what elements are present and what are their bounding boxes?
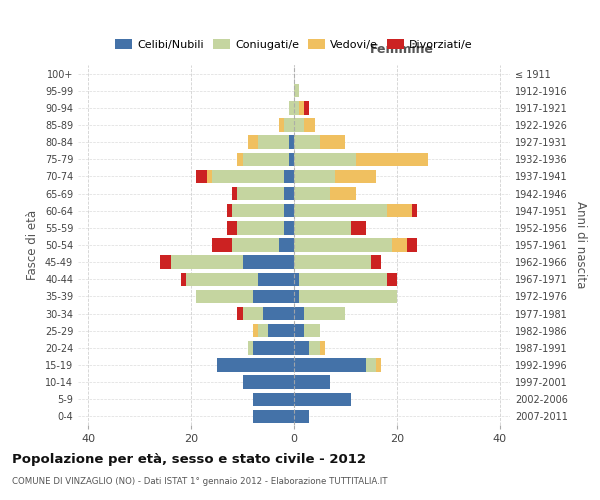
Bar xyxy=(330,187,356,200)
Legend: Celibi/Nubili, Coniugati/e, Vedovi/e, Divorziati/e: Celibi/Nubili, Coniugati/e, Vedovi/e, Di… xyxy=(111,34,477,54)
Bar xyxy=(299,101,304,114)
Bar xyxy=(294,170,335,183)
Bar xyxy=(253,392,294,406)
Bar xyxy=(294,204,386,218)
Bar xyxy=(284,221,294,234)
Bar xyxy=(238,221,284,234)
Bar xyxy=(232,204,284,218)
Bar xyxy=(294,238,392,252)
Bar xyxy=(407,238,418,252)
Bar xyxy=(356,152,428,166)
Bar xyxy=(160,256,170,269)
Bar xyxy=(294,272,299,286)
Bar xyxy=(227,221,238,234)
Bar xyxy=(248,341,253,354)
Bar xyxy=(371,256,382,269)
Bar xyxy=(253,290,294,303)
Bar xyxy=(392,238,407,252)
Bar xyxy=(320,341,325,354)
Bar xyxy=(299,290,397,303)
Bar xyxy=(294,136,320,149)
Y-axis label: Fasce di età: Fasce di età xyxy=(26,210,39,280)
Bar xyxy=(258,272,294,286)
Bar xyxy=(294,101,299,114)
Bar xyxy=(212,238,232,252)
Bar xyxy=(294,118,304,132)
Bar xyxy=(284,187,294,200)
Bar xyxy=(284,118,294,132)
Bar xyxy=(253,324,258,338)
Bar xyxy=(238,152,242,166)
Bar xyxy=(253,341,294,354)
Bar xyxy=(181,272,186,286)
Bar xyxy=(366,358,376,372)
Bar xyxy=(294,290,299,303)
Bar xyxy=(242,307,263,320)
Bar xyxy=(294,84,299,98)
Bar xyxy=(310,341,320,354)
Bar xyxy=(258,324,268,338)
Bar xyxy=(294,307,304,320)
Bar xyxy=(412,204,418,218)
Bar xyxy=(294,392,350,406)
Bar xyxy=(376,358,382,372)
Bar xyxy=(242,256,294,269)
Bar xyxy=(196,170,206,183)
Bar xyxy=(232,187,238,200)
Bar xyxy=(294,221,350,234)
Bar xyxy=(294,376,330,389)
Bar xyxy=(294,358,366,372)
Bar xyxy=(335,170,376,183)
Bar xyxy=(304,307,346,320)
Text: COMUNE DI VINZAGLIO (NO) - Dati ISTAT 1° gennaio 2012 - Elaborazione TUTTITALIA.: COMUNE DI VINZAGLIO (NO) - Dati ISTAT 1°… xyxy=(12,478,388,486)
Bar xyxy=(294,256,371,269)
Bar xyxy=(263,307,294,320)
Bar xyxy=(284,170,294,183)
Bar xyxy=(242,376,294,389)
Bar xyxy=(284,204,294,218)
Bar xyxy=(304,324,320,338)
Bar xyxy=(294,152,356,166)
Bar xyxy=(304,118,314,132)
Bar xyxy=(238,307,242,320)
Bar xyxy=(227,204,232,218)
Bar xyxy=(299,272,386,286)
Bar xyxy=(289,136,294,149)
Bar xyxy=(268,324,294,338)
Bar xyxy=(278,118,284,132)
Bar xyxy=(253,410,294,423)
Bar xyxy=(206,170,212,183)
Text: Popolazione per età, sesso e stato civile - 2012: Popolazione per età, sesso e stato civil… xyxy=(12,452,366,466)
Bar xyxy=(350,221,366,234)
Bar xyxy=(386,204,412,218)
Bar xyxy=(186,272,258,286)
Bar xyxy=(170,256,242,269)
Y-axis label: Anni di nascita: Anni di nascita xyxy=(574,202,587,288)
Bar xyxy=(238,187,284,200)
Bar xyxy=(294,324,304,338)
Bar xyxy=(294,341,310,354)
Bar xyxy=(320,136,346,149)
Bar xyxy=(294,187,330,200)
Bar xyxy=(289,101,294,114)
Bar xyxy=(294,410,310,423)
Bar xyxy=(258,136,289,149)
Bar xyxy=(278,238,294,252)
Bar xyxy=(304,101,310,114)
Text: Femmine: Femmine xyxy=(370,43,434,56)
Bar xyxy=(217,358,294,372)
Bar xyxy=(242,152,289,166)
Bar xyxy=(232,238,278,252)
Bar xyxy=(212,170,284,183)
Bar xyxy=(386,272,397,286)
Bar xyxy=(248,136,258,149)
Bar xyxy=(196,290,253,303)
Bar xyxy=(289,152,294,166)
